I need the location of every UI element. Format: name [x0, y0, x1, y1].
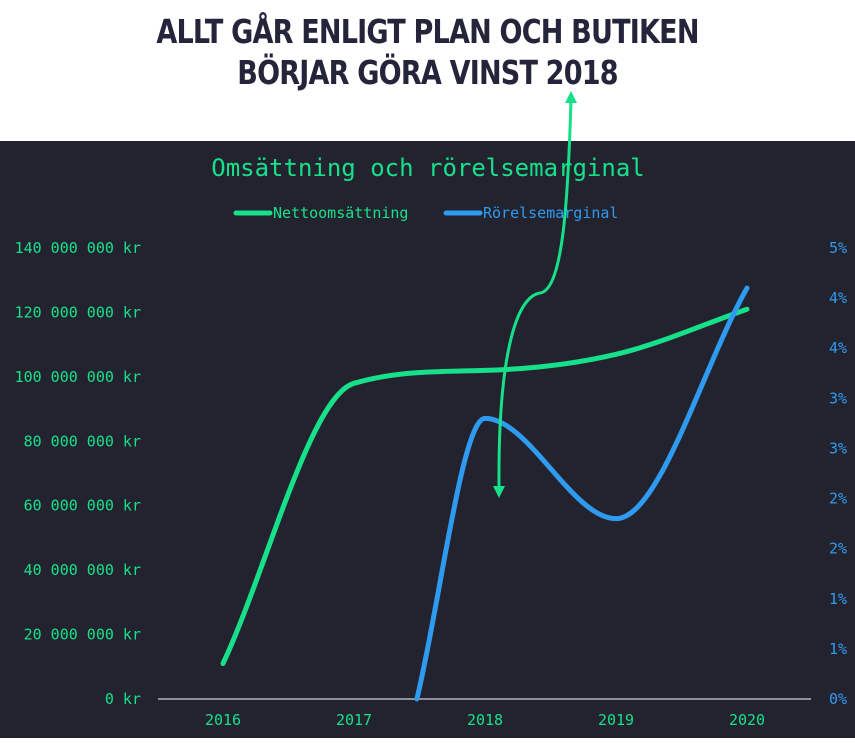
- left-tick-label: 0 kr: [105, 690, 141, 708]
- right-tick-label: 3%: [829, 439, 847, 457]
- left-tick-label: 60 000 000 kr: [24, 497, 141, 515]
- right-tick-label: 4%: [829, 289, 847, 307]
- left-axis-ticks: 0 kr 20 000 000 kr 40 000 000 kr 60 000 000…: [15, 239, 141, 708]
- right-tick-label: 0%: [829, 690, 847, 708]
- legend-label-revenue: Nettoomsättning: [273, 204, 408, 222]
- headline-line-2: BÖRJAR GÖRA VINST 2018: [237, 53, 618, 92]
- left-tick-label: 40 000 000 kr: [24, 561, 141, 579]
- x-tick-label: 2020: [729, 711, 765, 729]
- left-tick-label: 80 000 000 kr: [24, 432, 141, 450]
- x-axis-ticks: 2016 2017 2018 2019 2020: [205, 711, 765, 729]
- legend-label-margin: Rörelsemarginal: [483, 204, 618, 222]
- x-tick-label: 2016: [205, 711, 241, 729]
- left-tick-label: 100 000 000 kr: [15, 368, 141, 386]
- right-tick-label: 1%: [829, 640, 847, 658]
- revenue-series-line: [220, 306, 750, 667]
- x-tick-label: 2017: [336, 711, 372, 729]
- headline-area: ALLT GÅR ENLIGT PLAN OCH BUTIKEN BÖRJAR …: [0, 0, 855, 141]
- margin-series-line: [414, 285, 750, 702]
- right-tick-label: 1%: [829, 590, 847, 608]
- chart-title: Omsättning och rörelsemarginal: [211, 154, 644, 182]
- right-tick-label: 2%: [829, 490, 847, 508]
- left-tick-label: 140 000 000 kr: [15, 239, 141, 257]
- right-tick-label: 5%: [829, 239, 847, 257]
- right-axis-ticks: 0% 1% 1% 2% 2% 3% 3% 4% 4% 5%: [829, 239, 847, 708]
- headline-line-1: ALLT GÅR ENLIGT PLAN OCH BUTIKEN: [156, 12, 699, 51]
- right-tick-label: 3%: [829, 389, 847, 407]
- x-tick-label: 2019: [598, 711, 634, 729]
- legend: Nettoomsättning Rörelsemarginal: [233, 204, 618, 222]
- right-tick-label: 2%: [829, 540, 847, 558]
- right-tick-label: 4%: [829, 339, 847, 357]
- combo-line-chart: Omsättning och rörelsemarginal Nettoomsä…: [15, 154, 847, 729]
- x-tick-label: 2018: [467, 711, 503, 729]
- left-tick-label: 20 000 000 kr: [24, 626, 141, 644]
- left-tick-label: 120 000 000 kr: [15, 303, 141, 321]
- chart-panel: Omsättning och rörelsemarginal Nettoomsä…: [0, 141, 855, 738]
